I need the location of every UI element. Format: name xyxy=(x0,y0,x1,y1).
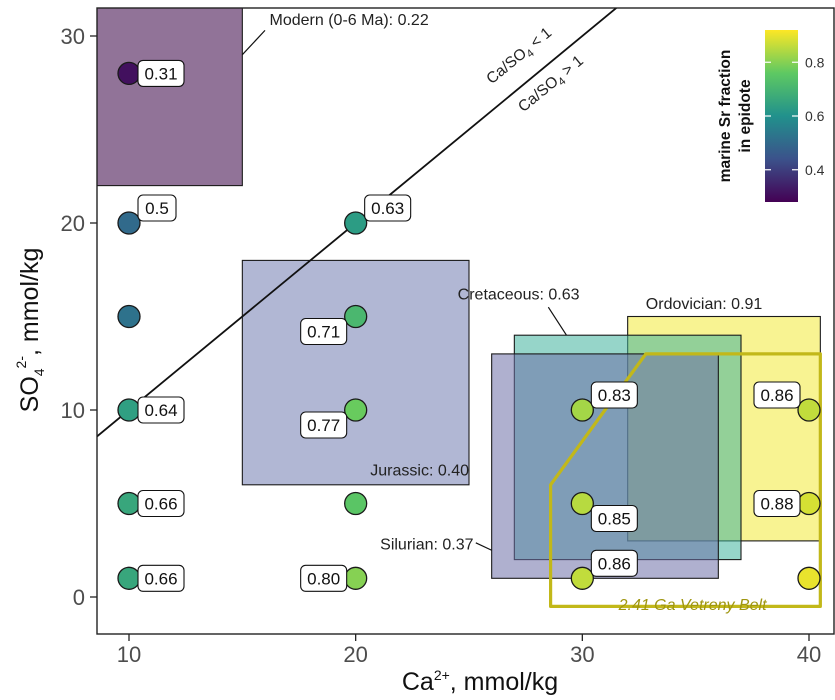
colorbar-tick-label: 0.8 xyxy=(805,54,825,70)
data-label-box xyxy=(137,564,185,592)
data-label: 0.71 xyxy=(300,317,348,346)
data-label: 0.86 xyxy=(590,549,638,577)
data-label-box xyxy=(137,489,185,518)
data-label-box xyxy=(300,411,348,439)
data-label-box xyxy=(590,381,638,409)
axes: 10 20 30 40 0 10 20 30 Ca2+, mmol/kg SO42-, mmol/… xyxy=(13,7,835,696)
colorbar-title-line2: in epidote xyxy=(737,79,754,153)
y-tick-label: 0 xyxy=(73,585,85,610)
colorbar-title-line1: marine Sr fraction xyxy=(717,50,734,183)
data-label-box xyxy=(137,396,185,424)
x-tick-label: 10 xyxy=(117,642,141,667)
data-label-box xyxy=(590,504,638,533)
data-point xyxy=(797,566,821,590)
data-point xyxy=(344,491,368,516)
data-label-box xyxy=(137,194,177,222)
data-label-text: 0.77 xyxy=(307,416,340,435)
data-label-box xyxy=(137,59,185,87)
data-label-text: 0.71 xyxy=(307,323,340,342)
data-label-box xyxy=(300,564,348,592)
data-label-box xyxy=(590,549,638,577)
silurian-leader-line xyxy=(475,542,492,551)
ratio-divider-line xyxy=(97,8,618,438)
y-tick-label: 10 xyxy=(61,398,85,423)
data-point xyxy=(570,398,594,422)
colorbar-tick-label: 0.4 xyxy=(805,162,825,178)
data-point xyxy=(344,398,368,422)
x-tick-label: 30 xyxy=(570,642,594,667)
data-label-box xyxy=(300,317,348,346)
plot-clip-group xyxy=(97,8,822,608)
data-point xyxy=(117,398,141,422)
data-label: 0.86 xyxy=(753,381,801,409)
x-tick-label: 20 xyxy=(343,642,367,667)
y-tick-label: 30 xyxy=(61,24,85,49)
ordovician-box-label: Ordovician: 0.91 xyxy=(646,296,763,313)
data-point xyxy=(117,304,141,329)
cretaceous-leader-line xyxy=(547,306,567,336)
modern-leader-line xyxy=(241,29,266,56)
data-label: 0.80 xyxy=(300,564,348,592)
data-point xyxy=(117,491,141,516)
plot-area: Modern (0-6 Ma): 0.22 Jurassic: 0.40 Creta… xyxy=(97,8,822,614)
data-label-text: 0.66 xyxy=(144,495,177,514)
data-label-box xyxy=(753,489,801,518)
colorbar-tick-label: 0.6 xyxy=(805,108,825,124)
data-label: 0.88 xyxy=(753,489,801,518)
data-point xyxy=(797,398,821,422)
silurian-box-label: Silurian: 0.37 xyxy=(380,536,473,553)
data-label-text: 0.63 xyxy=(371,199,404,218)
vetreny-belt-label: 2.41 Ga Vetreny Belt xyxy=(618,597,767,614)
data-label: 0.64 xyxy=(137,396,185,424)
box-modern xyxy=(97,8,243,187)
data-labels: 0.31 0.5 0.64 0.66 0.66 0.63 0.71 0.77 0.80 0.83 0… xyxy=(137,59,801,592)
data-label: 0.77 xyxy=(300,411,348,439)
data-label: 0.83 xyxy=(590,381,638,409)
data-label-text: 0.64 xyxy=(144,401,177,420)
cretaceous-box-label: Cretaceous: 0.63 xyxy=(458,287,580,304)
data-label-text: 0.85 xyxy=(598,510,631,529)
vetreny-belt-outline xyxy=(549,352,822,608)
data-label-text: 0.80 xyxy=(307,569,340,588)
data-label-text: 0.86 xyxy=(760,386,793,405)
data-label-text: 0.88 xyxy=(760,495,793,514)
data-point xyxy=(344,566,368,590)
data-point xyxy=(344,211,368,235)
x-tick-label: 40 xyxy=(797,642,821,667)
ratio-label-greater-than: Ca/SO4 > 1 xyxy=(515,52,589,118)
data-label-text: 0.31 xyxy=(144,64,177,83)
data-label: 0.66 xyxy=(137,489,185,518)
data-label: 0.31 xyxy=(137,59,185,87)
box-jurassic xyxy=(241,259,470,486)
data-point xyxy=(797,491,821,516)
x-axis-title: Ca2+, mmol/kg xyxy=(402,667,558,696)
data-label-text: 0.86 xyxy=(598,554,631,573)
data-label: 0.63 xyxy=(364,194,412,222)
modern-box-label: Modern (0-6 Ma): 0.22 xyxy=(270,12,429,29)
jurassic-box-label: Jurassic: 0.40 xyxy=(370,462,469,479)
data-label-text: 0.5 xyxy=(145,199,169,218)
data-label: 0.66 xyxy=(137,564,185,592)
data-points xyxy=(117,61,821,590)
data-point xyxy=(117,211,141,235)
plot-frame xyxy=(96,7,835,635)
data-label-text: 0.66 xyxy=(144,569,177,588)
y-axis-title: SO42-, mmol/kg xyxy=(13,248,47,413)
data-label-text: 0.83 xyxy=(598,386,631,405)
colorbar: 0.4 0.6 0.8 marine Sr fraction in epidote xyxy=(717,30,825,202)
data-label: 0.5 xyxy=(137,194,177,222)
data-label-box xyxy=(364,194,412,222)
data-label-box xyxy=(753,381,801,409)
y-tick-label: 20 xyxy=(61,211,85,236)
data-label: 0.85 xyxy=(590,504,638,533)
data-point xyxy=(117,566,141,590)
data-point xyxy=(570,566,594,590)
data-point xyxy=(117,61,141,86)
data-point xyxy=(344,304,368,329)
data-point xyxy=(570,491,594,516)
